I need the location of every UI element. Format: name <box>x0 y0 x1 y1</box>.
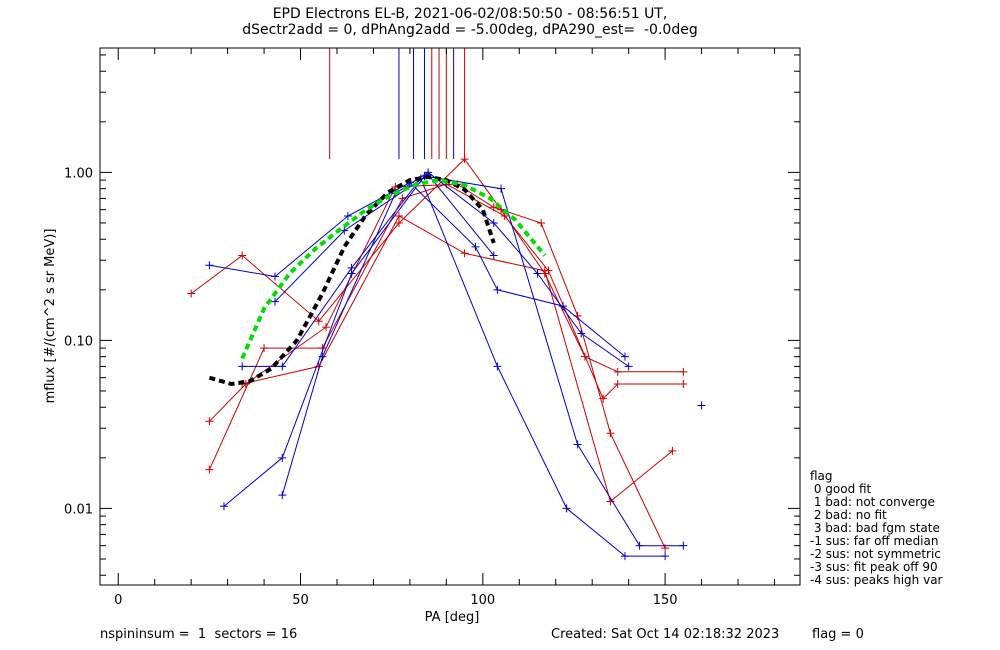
data-point <box>537 218 546 227</box>
flag-legend-item: 0 good fit <box>810 482 872 496</box>
data-point <box>278 362 287 371</box>
data-point <box>621 352 629 361</box>
axes: 0 50 100 150 0.01 0.10 1.00 <box>64 48 800 608</box>
data-point <box>497 184 506 193</box>
green-fit-curve <box>240 178 547 360</box>
data-point <box>471 242 480 251</box>
data-point <box>624 362 633 371</box>
data-point <box>668 446 677 455</box>
chart-title-line2: dSectr2add = 0, dPhAng2add = -5.00deg, d… <box>242 22 698 38</box>
data-point <box>219 502 228 511</box>
data-point <box>238 362 247 371</box>
data-point <box>347 269 356 278</box>
data-point <box>613 380 622 389</box>
data-point <box>493 362 502 371</box>
data-point <box>697 401 706 410</box>
data-point <box>489 218 498 227</box>
x-tick-label: 100 <box>470 593 495 608</box>
footer-spin-info: nspininsum = 1 sectors = 16 <box>100 627 298 642</box>
y-tick-label: 0.01 <box>64 502 93 517</box>
data-point <box>599 394 608 403</box>
data-point <box>278 491 287 500</box>
sector-marker-lines <box>329 48 466 160</box>
data-point <box>489 251 498 260</box>
data-point <box>318 352 327 361</box>
flag-legend-title: flag <box>810 469 833 483</box>
data-point <box>238 251 247 260</box>
data-point <box>205 417 214 426</box>
data-point <box>533 269 542 278</box>
data-point <box>314 317 323 326</box>
data-point <box>187 289 196 298</box>
series-line <box>190 158 684 373</box>
flag-legend-item: -2 sus: not symmetric <box>810 547 941 561</box>
data-point <box>322 323 331 332</box>
data-point <box>577 329 586 338</box>
data-point <box>460 249 469 258</box>
data-point <box>394 218 403 227</box>
data-point <box>271 297 279 306</box>
data-point <box>460 155 469 164</box>
flag-legend-item: 2 bad: no fit <box>810 508 887 522</box>
data-point <box>205 465 214 474</box>
flag-legend: flag 0 good fit 1 bad: not converge 2 ba… <box>810 470 942 587</box>
plot-frame <box>99 47 801 586</box>
x-tick-label: 0 <box>114 593 122 608</box>
footer-created: Created: Sat Oct 14 02:18:32 2023 <box>551 627 780 642</box>
data-point <box>205 261 214 270</box>
data-series <box>187 155 706 561</box>
black-fit-curve <box>208 174 496 386</box>
y-tick-label: 0.10 <box>64 334 93 349</box>
series-line <box>208 183 684 470</box>
footer-flag: flag = 0 <box>812 627 864 642</box>
series-line <box>274 173 495 303</box>
series-line <box>281 171 629 496</box>
data-point <box>679 541 688 550</box>
data-point <box>562 504 571 513</box>
data-point <box>493 285 502 294</box>
series-line <box>209 181 626 358</box>
data-point <box>278 453 287 462</box>
data-point <box>573 440 582 449</box>
series-line <box>223 175 684 547</box>
fit-curves <box>208 174 547 386</box>
data-point <box>679 380 688 389</box>
data-point <box>635 541 644 550</box>
data-point <box>540 266 549 275</box>
flag-legend-item: -1 sus: far off median <box>810 534 939 548</box>
data-point <box>394 212 403 221</box>
x-tick-label: 50 <box>292 593 309 608</box>
data-point <box>661 552 670 561</box>
flag-legend-item: 1 bad: not converge <box>810 495 935 509</box>
y-axis-label: mflux [#/(cm^2 s sr MeV)] <box>43 229 58 404</box>
data-point <box>613 367 622 376</box>
series-line <box>209 183 666 549</box>
flag-legend-item: 3 bad: bad fgm state <box>810 521 940 535</box>
data-point <box>606 429 615 438</box>
flag-legend-item: -3 sus: fit peak off 90 <box>810 560 938 574</box>
y-tick-label: 1.00 <box>64 166 93 181</box>
data-point <box>621 552 629 561</box>
chart-title-line1: EPD Electrons EL-B, 2021-06-02/08:50:50 … <box>272 6 668 22</box>
x-tick-label: 150 <box>653 593 678 608</box>
series-line <box>242 177 666 557</box>
flag-legend-item: -4 sus: peaks high var <box>810 573 943 587</box>
x-axis-label: PA [deg] <box>425 610 480 625</box>
data-point <box>271 272 279 281</box>
data-point <box>679 367 688 376</box>
data-point <box>343 212 352 221</box>
data-point <box>260 344 269 353</box>
